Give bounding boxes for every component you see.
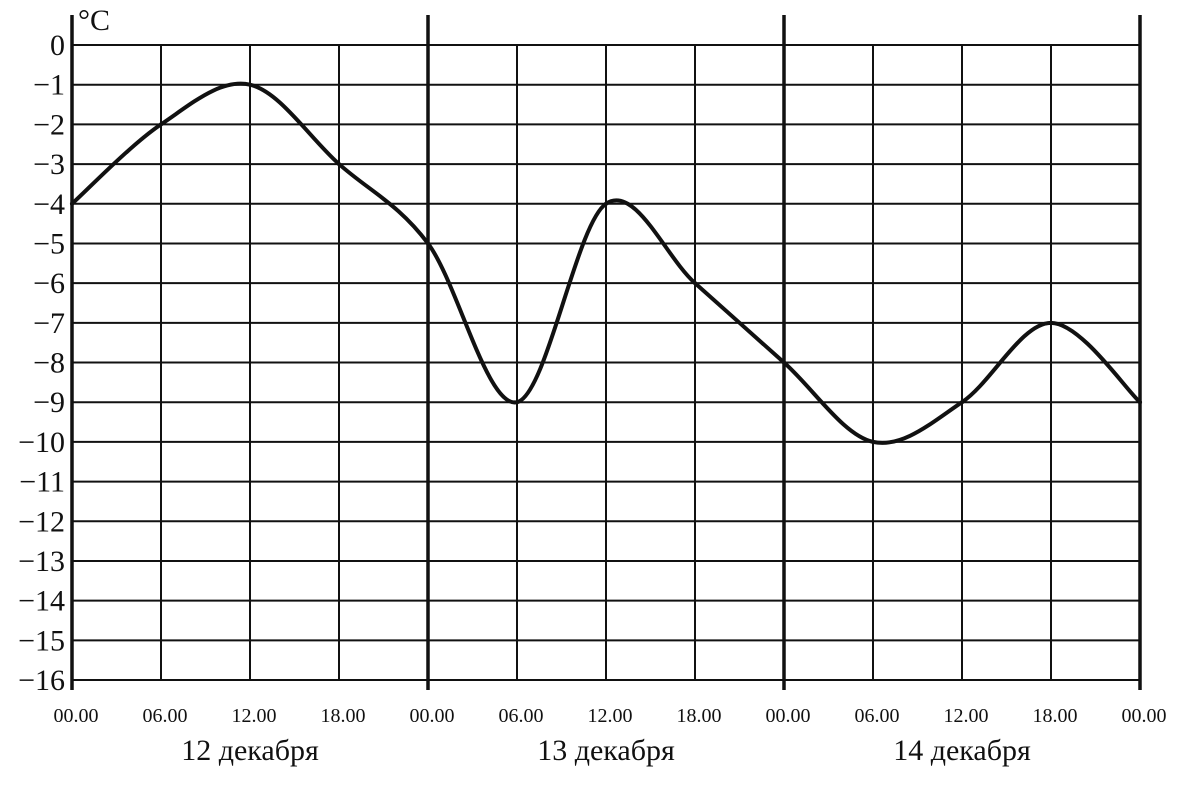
data-point [70,201,74,206]
y-tick-label: −15 [18,624,65,657]
y-tick-label: −1 [33,69,65,102]
y-tick-label: −10 [18,426,65,459]
y-tick-label: −5 [33,227,65,260]
x-tick-label: 06.00 [499,705,544,727]
y-tick-label: −16 [18,664,65,697]
x-tick-label: 18.00 [321,705,366,727]
x-tick-label: 00.00 [766,705,811,727]
x-tick-label: 12.00 [232,705,277,727]
x-tick-label: 06.00 [143,705,188,727]
data-point [426,241,430,246]
y-tick-label: −13 [18,545,65,578]
data-point [960,400,964,405]
y-tick-label: −14 [18,585,65,618]
x-tick-label: 00.00 [1122,705,1167,727]
y-tick-label: −8 [33,347,65,380]
x-tick-label: 12.00 [588,705,633,727]
x-tick-label: 06.00 [855,705,900,727]
data-point [1138,400,1142,405]
data-point [782,360,786,365]
data-point [337,162,341,167]
y-tick-label: −12 [18,505,65,538]
x-tick-label: 18.00 [677,705,722,727]
data-point [693,281,697,286]
data-point [159,122,163,127]
y-tick-label: 0 [50,29,65,62]
data-point [604,201,608,206]
y-tick-label: −3 [33,148,65,181]
y-tick-label: −2 [33,108,65,141]
y-tick-labels: 0 −1 −2 −3 −4 −5 −6 −7 −8 −9 −10 −11 −12 −13 −14 −15 −16 [18,29,65,697]
x-tick-label: 00.00 [410,705,455,727]
unit-label: °C [78,4,110,37]
day-label: 12 декабря [181,734,319,767]
x-tick-label: 12.00 [944,705,989,727]
y-tick-label: −4 [33,188,65,221]
grid [70,15,1142,690]
x-tick-labels: 00.00 06.00 12.00 18.00 00.00 06.00 12.00 18.00… [54,705,1167,727]
data-points [70,82,1142,444]
y-tick-label: −7 [33,307,65,340]
y-tick-label: −11 [19,466,65,499]
x-tick-label: 00.00 [54,705,99,727]
y-tick-label: −9 [33,386,65,419]
data-point [871,439,875,444]
x-tick-label: 18.00 [1033,705,1078,727]
data-point [248,82,252,87]
day-labels: 12 декабря 13 декабря 14 декабря [181,734,1031,767]
day-label: 14 декабря [893,734,1031,767]
day-label: 13 декабря [537,734,675,767]
data-point [515,400,519,405]
y-tick-label: −6 [33,267,65,300]
data-point [1049,320,1053,325]
